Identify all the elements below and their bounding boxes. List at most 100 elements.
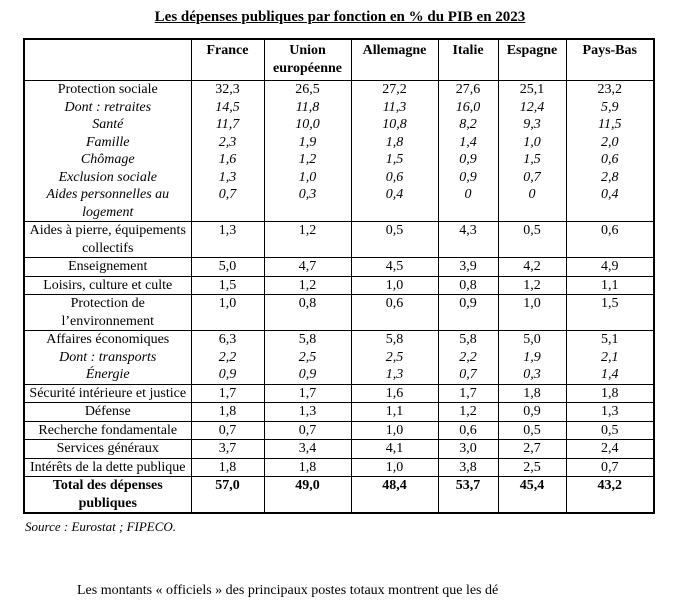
- value-cell: 1,0: [350, 457, 439, 477]
- row-label: Chômage: [80, 152, 135, 167]
- value-cell: 1,1: [350, 402, 439, 422]
- cell-value: 2,2: [459, 349, 477, 365]
- row-label-cell: Recherche fondamentale: [23, 420, 192, 440]
- value-cell: 2,5: [497, 457, 567, 477]
- value-cell: 1,5: [565, 294, 655, 331]
- table-body: Protection sociale Dont : retraites Santé F…: [23, 80, 655, 514]
- cell-value: 0,7: [459, 367, 477, 382]
- cell-value: 11,5: [598, 117, 622, 132]
- value-cell: 1,3: [263, 402, 352, 422]
- value-cell: 43,2: [565, 476, 655, 514]
- cell-value: 25,1: [519, 82, 545, 97]
- cell-value: 1,3: [385, 367, 404, 382]
- page-title: Les dépenses publiques par fonction en %…: [0, 9, 680, 26]
- value-cell: 1,5: [190, 275, 265, 295]
- cell-value: 23,2: [597, 82, 623, 97]
- value-cell: 1,2: [437, 402, 499, 422]
- value-cell: 0,5: [565, 420, 655, 440]
- value-cell: 0,7: [190, 420, 265, 440]
- cell-value: 1,5: [385, 152, 404, 167]
- value-cell: 0,8: [263, 294, 352, 331]
- table-group-row: Protection sociale Dont : retraites Santé F…: [23, 80, 655, 222]
- row-label: Affaires économiques: [46, 332, 170, 347]
- value-cell: 1,2: [263, 275, 352, 295]
- value-cell: 45,4: [497, 476, 567, 514]
- value-cell: 0,6: [437, 420, 499, 440]
- value-cell: 4,9: [565, 257, 655, 277]
- cell-value: 1,0: [523, 134, 541, 150]
- cell-value: 5,8: [385, 332, 404, 347]
- value-cell: 26,5 11,8 10,0 1,9 1,2 1,0 0,3: [263, 80, 352, 222]
- value-cell: 1,2: [497, 275, 567, 295]
- value-cell: 1,1: [565, 275, 655, 295]
- value-cell: 0,9: [497, 402, 567, 422]
- column-header: Espagne: [497, 38, 567, 81]
- cell-value: 1,2: [298, 152, 317, 167]
- cell-value: 2,1: [601, 349, 619, 365]
- table-group-row: Affaires économiques Dont : transports Éne…: [23, 330, 655, 385]
- cell-value: 0,4: [385, 187, 404, 202]
- value-cell: 3,0: [437, 439, 499, 459]
- cell-value: 5,8: [459, 332, 477, 347]
- value-cell: 1,8: [190, 457, 265, 477]
- cell-value: 8,2: [459, 117, 477, 132]
- cell-value: 1,8: [385, 134, 404, 150]
- value-cell: 6,3 2,2 0,9: [190, 330, 265, 385]
- value-cell: 1,7: [190, 383, 265, 403]
- cell-value: 0,9: [459, 152, 477, 167]
- value-cell: 0,5: [497, 221, 567, 258]
- value-cell: 4,2: [497, 257, 567, 277]
- corner-cell: [23, 38, 192, 81]
- document-page: { "title": "Les dépenses publiques par f…: [0, 9, 680, 598]
- value-cell: 1,8: [263, 457, 352, 477]
- value-cell: 3,9: [437, 257, 499, 277]
- header-row: France Union européenne Allemagne Italie Esp…: [23, 38, 655, 81]
- cell-value: 11,7: [215, 117, 240, 132]
- value-cell: 48,4: [350, 476, 439, 514]
- cell-value: 2,8: [601, 169, 619, 185]
- cell-value: 1,6: [218, 152, 237, 167]
- value-cell: 57,0: [190, 476, 265, 514]
- page-title-text: Les dépenses publiques par fonction en %…: [154, 9, 526, 25]
- value-cell: 2,7: [497, 439, 567, 459]
- value-cell: 1,0: [350, 420, 439, 440]
- cell-value: 27,2: [382, 82, 407, 97]
- cell-value: 2,0: [601, 134, 619, 150]
- value-cell: 1,8: [497, 383, 567, 403]
- value-cell: 32,3 14,5 11,7 2,3 1,6 1,3 0,7: [190, 80, 265, 222]
- row-label: Dont : retraites: [64, 99, 152, 115]
- cell-value: 32,3: [215, 82, 240, 97]
- table-row: Protection de l’environnement 1,0 0,8 0,6 0,…: [23, 294, 655, 331]
- value-cell: 4,1: [350, 439, 439, 459]
- value-cell: 3,7: [190, 439, 265, 459]
- row-label-cell: Défense: [23, 402, 192, 422]
- cell-value: 5,8: [298, 332, 317, 347]
- value-cell: 0,6: [350, 294, 439, 331]
- cell-value: 0: [464, 187, 472, 202]
- column-header: Italie: [437, 38, 499, 81]
- cell-value: 0,6: [601, 152, 619, 167]
- value-cell: 25,1 12,4 9,3 1,0 1,5 0,7 0: [497, 80, 567, 222]
- value-cell: 0,7: [565, 457, 655, 477]
- truncated-paragraph: Les montants « officiels » des principau…: [77, 583, 499, 598]
- column-header: Allemagne: [350, 38, 439, 81]
- row-label-cell: Affaires économiques Dont : transports Éne…: [23, 330, 192, 385]
- column-header: Pays-Bas: [565, 38, 655, 81]
- row-label-cell: Total des dépenses publiques: [23, 476, 192, 514]
- cell-value: 1,4: [601, 367, 619, 382]
- cell-value: 0,9: [218, 367, 237, 382]
- value-cell: 1,7: [263, 383, 352, 403]
- value-cell: 27,6 16,0 8,2 1,4 0,9 0,9 0: [437, 80, 499, 222]
- cell-value: 0,9: [298, 367, 317, 382]
- value-cell: 4,5: [350, 257, 439, 277]
- value-cell: 1,2: [263, 221, 352, 258]
- row-label: Exclusion sociale: [58, 169, 157, 185]
- cell-value: 11,8: [295, 99, 320, 115]
- cell-value: 2,2: [218, 349, 237, 365]
- table-row: Loisirs, culture et culte 1,5 1,2 1,0 0,8 1,2…: [23, 275, 655, 295]
- value-cell: 1,8: [190, 402, 265, 422]
- row-label: Santé: [92, 117, 124, 132]
- cell-value: 5,1: [601, 332, 619, 347]
- value-cell: 5,8 2,5 0,9: [263, 330, 352, 385]
- cell-value: 0,7: [523, 169, 541, 185]
